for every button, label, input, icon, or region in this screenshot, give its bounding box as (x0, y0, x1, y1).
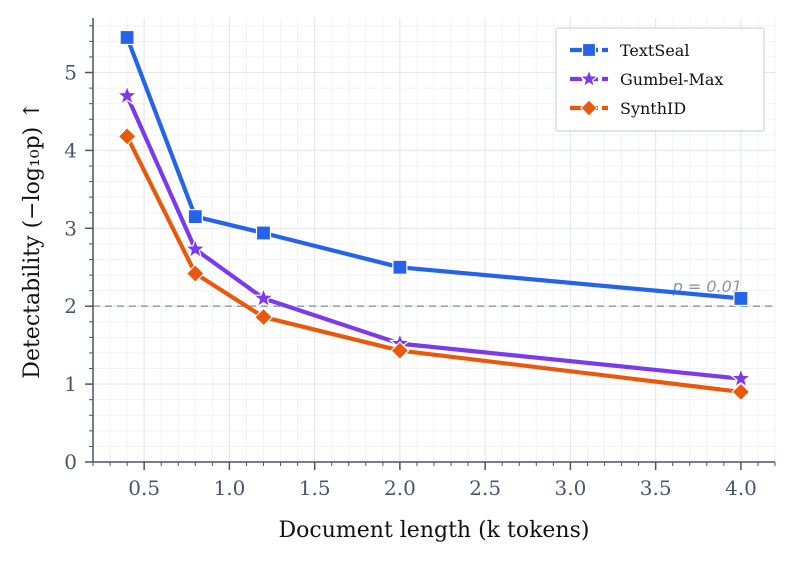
legend-label: TextSeal (620, 41, 689, 60)
data-point (115, 84, 139, 106)
legend-box (555, 27, 765, 132)
y-tick-label: 0 (64, 450, 77, 474)
x-tick-label: 3.5 (640, 476, 672, 500)
series-group (115, 29, 753, 402)
series-textseal (119, 29, 749, 307)
x-tick-label: 1.0 (213, 476, 245, 500)
legend-marker (580, 99, 598, 117)
y-tick-label: 3 (64, 216, 77, 240)
legend-entry: SynthID (570, 99, 686, 118)
legend-label: SynthID (620, 99, 686, 118)
data-point (255, 225, 272, 241)
data-point (119, 29, 135, 46)
data-point (733, 290, 749, 307)
x-tick-label: 2.0 (384, 476, 416, 500)
y-tick-label: 4 (64, 138, 77, 162)
data-point (252, 286, 275, 309)
y-tick-label: 1 (64, 372, 77, 396)
axes: 0.5 1.0 1.5 2.0 2.5 3.0 3.5 4.0 0 1 2 3 4 5 (64, 18, 776, 500)
reference-line-label: p = 0.01 (672, 277, 742, 296)
reference-line-group: p = 0.01 (93, 277, 775, 308)
y-tick-label: 2 (64, 294, 77, 318)
series-synthid (117, 126, 751, 402)
y-tick-label: 5 (64, 61, 77, 85)
data-point (184, 237, 207, 259)
legend: TextSeal Gumbel-Max SynthID (555, 27, 765, 132)
data-point (187, 209, 203, 225)
legend-marker (581, 42, 597, 58)
x-tick-label: 2.5 (469, 476, 501, 500)
x-tick-label: 4.0 (725, 476, 757, 500)
legend-marker (578, 67, 600, 89)
data-point (390, 341, 410, 361)
data-point (731, 382, 751, 402)
x-tick-label: 3.0 (554, 476, 586, 500)
y-axis-title: Detectability (−log₁₀p) ↑ (20, 101, 45, 378)
legend-entry: TextSeal (570, 41, 689, 60)
x-tick-label: 0.5 (128, 476, 160, 500)
x-tick-label: 1.5 (299, 476, 331, 500)
data-point (253, 307, 274, 327)
data-point (392, 259, 408, 275)
x-axis-title: Document length (k tokens) (279, 518, 590, 543)
legend-label: Gumbel-Max (620, 70, 723, 89)
data-point (117, 126, 137, 146)
data-point (185, 263, 205, 284)
legend-entry: Gumbel-Max (570, 67, 723, 89)
